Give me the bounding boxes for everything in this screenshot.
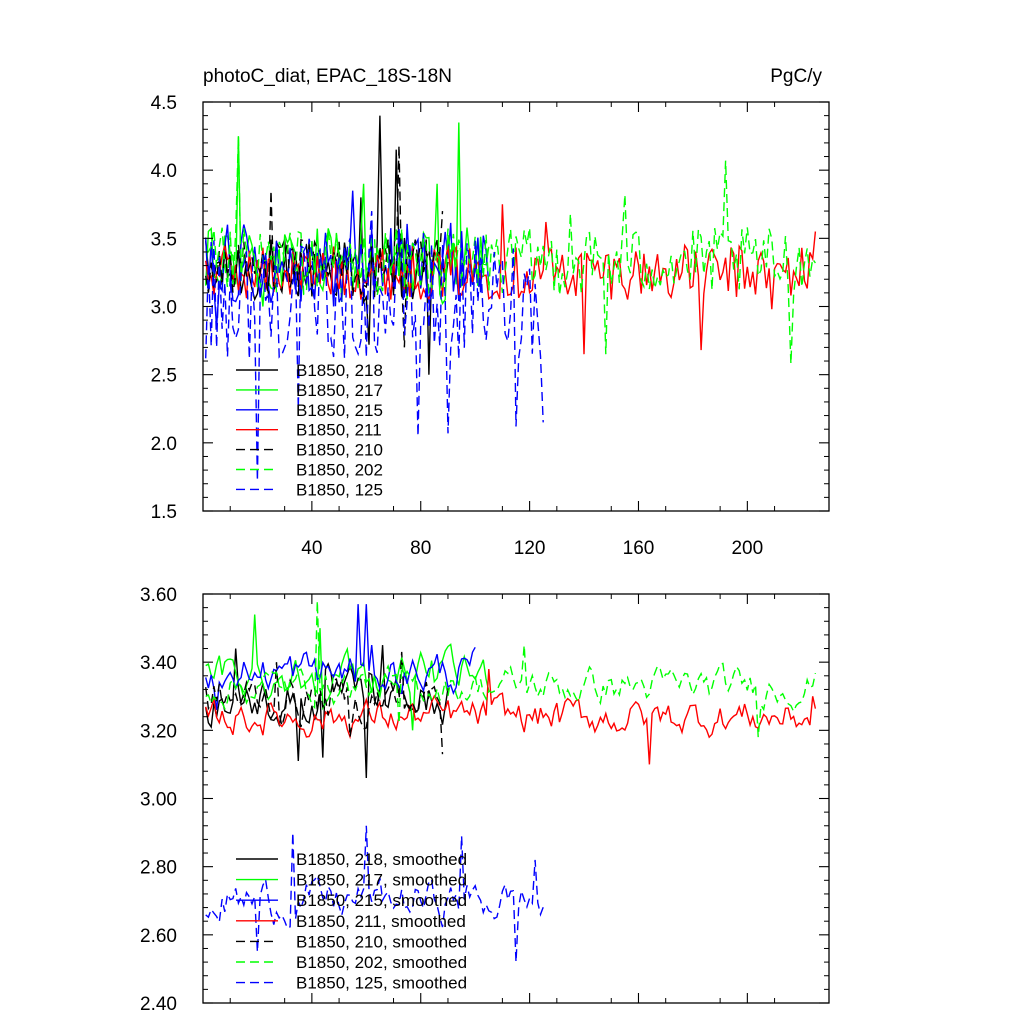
series-group-smoothed (205, 600, 817, 963)
series-line-b1850-215-smoothed (205, 604, 476, 710)
legend-label: B1850, 217, smoothed (296, 871, 467, 890)
legend-item-b1850-202-smoothed: B1850, 202, smoothed (236, 953, 467, 972)
y-tick-label: 3.5 (151, 229, 177, 250)
legend-label: B1850, 210, smoothed (296, 932, 467, 951)
legend-label: B1850, 218 (296, 361, 383, 380)
legend-item-b1850-215-smoothed: B1850, 215, smoothed (236, 891, 467, 910)
x-tick-label: 160 (623, 538, 655, 559)
y-tick-label: 1.5 (151, 502, 177, 523)
legend-item-b1850-125: B1850, 125 (236, 480, 383, 499)
x-axis-labels-raw: 40 80 120 160 200 (301, 538, 763, 559)
x-tick-label: 200 (731, 538, 763, 559)
chart-units: PgC/y (770, 66, 822, 87)
legend-item-b1850-210-smoothed: B1850, 210, smoothed (236, 932, 467, 951)
series-line-b1850-210-smoothed (205, 651, 444, 755)
series-line-b1850-202-smoothed (205, 600, 817, 738)
series-line-b1850-211-smoothed (205, 668, 817, 765)
legend-label: B1850, 210 (296, 441, 383, 460)
legend-label: B1850, 211, smoothed (296, 912, 466, 931)
timeseries-panel-raw: photoC_diat, EPAC_18S-18N PgC/y 1.5 2.0 2.… (151, 66, 830, 559)
series-line-b1850-218 (205, 115, 449, 375)
y-axis-labels-smoothed: 2.40 2.60 2.80 3.00 3.20 3.40 3.60 (140, 585, 177, 1015)
x-tick-label: 40 (301, 538, 322, 559)
y-tick-label: 2.5 (151, 366, 177, 387)
legend-label: B1850, 211 (296, 421, 382, 440)
legend-item-b1850-125-smoothed: B1850, 125, smoothed (236, 974, 467, 993)
legend-smoothed: B1850, 218, smoothed B1850, 217, smoothed… (236, 850, 467, 993)
axis-ticks-raw (203, 101, 829, 512)
series-line-b1850-217 (205, 122, 490, 307)
axis-ticks-smoothed (203, 593, 829, 1004)
y-tick-label: 4.0 (151, 161, 177, 182)
legend-item-b1850-218-smoothed: B1850, 218, smoothed (236, 850, 467, 869)
legend-label: B1850, 202, smoothed (296, 953, 467, 972)
x-tick-label: 80 (410, 538, 431, 559)
legend-label: B1850, 215, smoothed (296, 891, 467, 910)
legend-item-b1850-202: B1850, 202 (236, 461, 383, 480)
series-group-raw (205, 115, 817, 482)
legend-label: B1850, 125, smoothed (296, 974, 467, 993)
legend-label: B1850, 215 (296, 401, 383, 420)
series-line-b1850-125 (205, 211, 544, 482)
series-line-b1850-217-smoothed (205, 614, 490, 731)
legend-label: B1850, 202 (296, 461, 383, 480)
timeseries-panel-smoothed: 2.40 2.60 2.80 3.00 3.20 3.40 3.60 B1850, 218,… (140, 585, 830, 1015)
legend-item-b1850-215: B1850, 215 (236, 401, 383, 420)
series-line-b1850-125-smoothed (205, 825, 544, 963)
legend-label: B1850, 218, smoothed (296, 850, 467, 869)
legend-item-b1850-217: B1850, 217 (236, 381, 383, 400)
legend-label: B1850, 217 (296, 381, 383, 400)
y-axis-labels-raw: 1.5 2.0 2.5 3.0 3.5 4.0 4.5 (151, 93, 177, 523)
y-tick-label: 3.20 (140, 721, 177, 742)
chart-title: photoC_diat, EPAC_18S-18N (203, 66, 452, 87)
y-tick-label: 3.0 (151, 298, 177, 319)
y-tick-label: 2.40 (140, 994, 177, 1015)
legend-item-b1850-217-smoothed: B1850, 217, smoothed (236, 871, 467, 890)
y-tick-label: 3.00 (140, 790, 177, 811)
y-tick-label: 3.40 (140, 653, 177, 674)
y-tick-label: 2.60 (140, 926, 177, 947)
y-tick-label: 2.0 (151, 434, 177, 455)
legend-label: B1850, 125 (296, 480, 383, 499)
y-tick-label: 4.5 (151, 93, 177, 114)
y-tick-label: 2.80 (140, 858, 177, 879)
legend-item-b1850-211: B1850, 211 (236, 421, 382, 440)
x-tick-label: 120 (514, 538, 546, 559)
legend-item-b1850-211-smoothed: B1850, 211, smoothed (236, 912, 466, 931)
legend-item-b1850-210: B1850, 210 (236, 441, 383, 460)
legend-item-b1850-218: B1850, 218 (236, 361, 383, 380)
y-tick-label: 3.60 (140, 585, 177, 606)
